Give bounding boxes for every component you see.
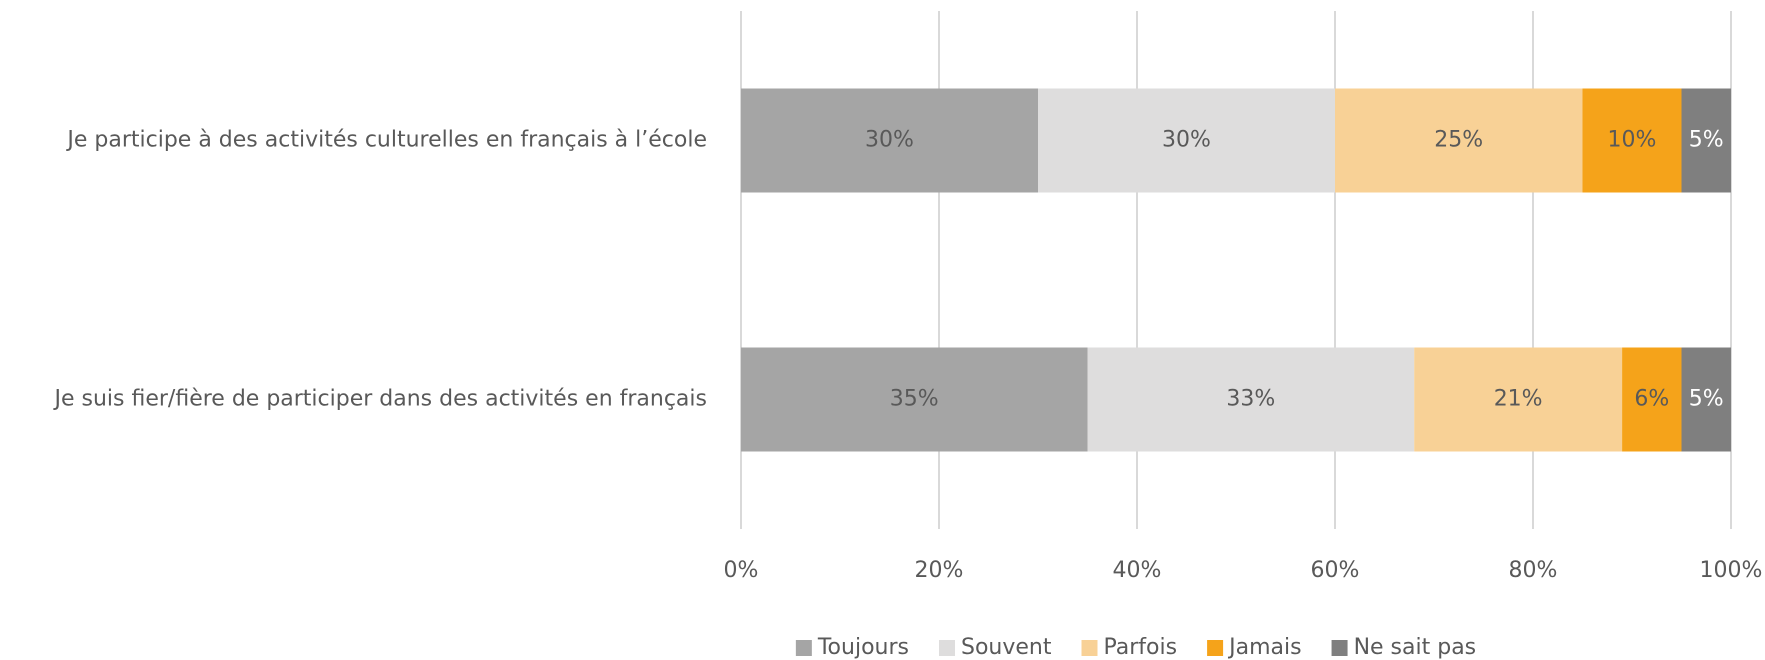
data-label: 5% bbox=[1689, 128, 1724, 153]
x-tick-label: 100% bbox=[1700, 558, 1763, 583]
data-label: 25% bbox=[1434, 128, 1483, 153]
bar-segment bbox=[1038, 88, 1335, 193]
legend-swatch bbox=[939, 640, 955, 656]
legend-swatch bbox=[1207, 640, 1224, 656]
bar-segment bbox=[1087, 347, 1415, 452]
data-label: 6% bbox=[1634, 387, 1669, 412]
bar-segment bbox=[1335, 88, 1583, 193]
bar-segment bbox=[1414, 347, 1623, 452]
legend-label: Souvent bbox=[961, 635, 1052, 660]
data-label: 30% bbox=[1162, 128, 1211, 153]
legend-label: Ne sait pas bbox=[1354, 635, 1477, 660]
category-label: Je suis fier/fière de participer dans de… bbox=[53, 387, 708, 412]
category-label: Je participe à des activités culturelles… bbox=[65, 128, 707, 153]
data-label: 33% bbox=[1226, 387, 1275, 412]
data-label: 35% bbox=[890, 387, 939, 412]
x-tick-label: 0% bbox=[724, 558, 759, 583]
legend-label: Jamais bbox=[1227, 635, 1301, 660]
x-tick-label: 20% bbox=[915, 558, 964, 583]
x-tick-label: 80% bbox=[1509, 558, 1558, 583]
bar-segment bbox=[1582, 88, 1682, 193]
data-label: 5% bbox=[1689, 387, 1724, 412]
legend-swatch bbox=[1081, 640, 1098, 656]
x-tick-label: 60% bbox=[1311, 558, 1360, 583]
x-tick-label: 40% bbox=[1113, 558, 1162, 583]
data-label: 10% bbox=[1608, 128, 1657, 153]
bar-segment bbox=[1622, 347, 1682, 452]
data-label: 30% bbox=[865, 128, 914, 153]
data-label: 21% bbox=[1494, 387, 1543, 412]
legend-swatch bbox=[1331, 640, 1348, 656]
bar-segment bbox=[741, 347, 1088, 452]
bar-segment bbox=[741, 88, 1038, 193]
legend-label: Toujours bbox=[817, 635, 909, 660]
bar-segment bbox=[1681, 347, 1731, 452]
bar-segment bbox=[1681, 88, 1731, 193]
legend-swatch bbox=[795, 640, 812, 656]
legend-label: Parfois bbox=[1104, 635, 1178, 660]
